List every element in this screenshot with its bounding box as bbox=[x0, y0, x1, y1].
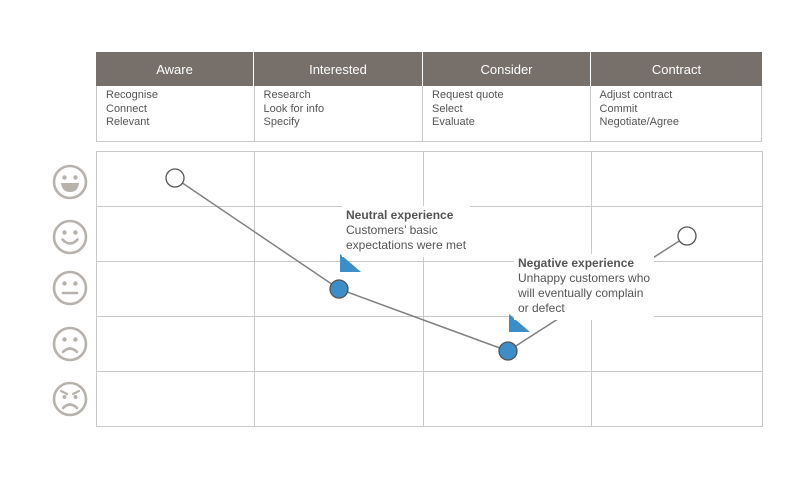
journey-point-contract bbox=[677, 226, 697, 246]
journey-point-interested bbox=[329, 279, 349, 299]
stage-header-row: Aware Interested Consider Contract bbox=[96, 52, 762, 86]
task-item: Look for info bbox=[263, 102, 325, 115]
stage-aware: Aware bbox=[96, 52, 254, 86]
neutral-face-icon bbox=[52, 270, 88, 306]
task-item: Request quote bbox=[432, 89, 504, 101]
task-item: Select bbox=[432, 102, 463, 115]
stage-consider: Consider bbox=[423, 52, 591, 86]
callout-text: expectations were met bbox=[346, 238, 467, 252]
task-item: Adjust contract bbox=[599, 89, 673, 101]
tasks-consider: Request quote Select Evaluate bbox=[423, 86, 591, 141]
task-item: Evaluate bbox=[432, 116, 475, 128]
stage-interested: Interested bbox=[254, 52, 423, 86]
callout-title: Neutral experience bbox=[346, 208, 454, 222]
callout-text: will eventually complain bbox=[518, 286, 644, 300]
happy-face-icon bbox=[52, 219, 88, 255]
task-item: Connect bbox=[106, 102, 147, 115]
neutral-experience-callout: Neutral experience Customers’ basic expe… bbox=[342, 206, 471, 257]
tasks-aware: Recognise Connect Relevant bbox=[97, 86, 255, 141]
task-item: Commit bbox=[599, 102, 638, 115]
tasks-contract: Adjust contract Commit Negotiate/Agree bbox=[591, 86, 761, 141]
task-item: Relevant bbox=[106, 116, 150, 128]
callout-text: or defect bbox=[518, 301, 565, 315]
task-item: Recognise bbox=[106, 89, 158, 101]
journey-point-aware bbox=[165, 168, 185, 188]
neutral-callout-marker bbox=[340, 254, 361, 272]
task-item: Research bbox=[263, 89, 311, 101]
very-happy-face-icon bbox=[52, 164, 88, 200]
callout-text: Customers’ basic bbox=[346, 223, 438, 237]
grid-frame bbox=[96, 151, 763, 427]
callout-title: Negative experience bbox=[518, 256, 635, 270]
negative-experience-callout: Negative experience Unhappy customers wh… bbox=[514, 254, 655, 320]
task-item: Specify bbox=[263, 116, 300, 128]
callout-text: Unhappy customers who bbox=[518, 271, 651, 285]
journey-points bbox=[165, 168, 697, 361]
sad-face-icon bbox=[52, 326, 88, 362]
stage-tasks-row: Recognise Connect Relevant Research Look… bbox=[96, 86, 762, 142]
angry-face-icon bbox=[52, 381, 88, 417]
stage-contract: Contract bbox=[591, 52, 762, 86]
task-item: Negotiate/Agree bbox=[599, 116, 680, 128]
journey-point-consider bbox=[498, 341, 518, 361]
tasks-interested: Research Look for info Specify bbox=[255, 86, 424, 141]
